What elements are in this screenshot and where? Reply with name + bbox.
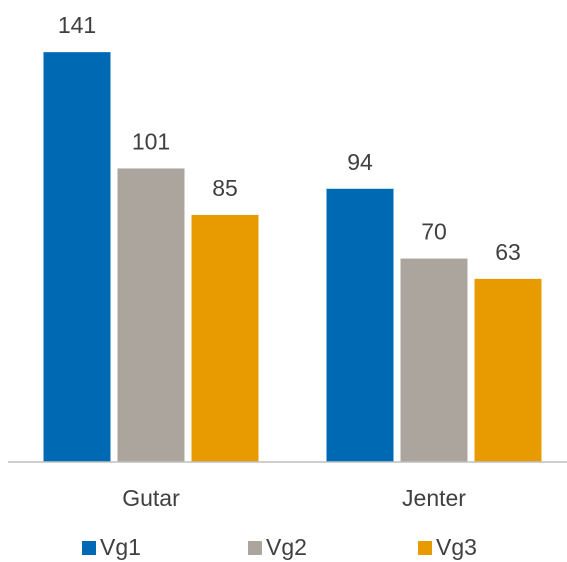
bar [326, 188, 394, 463]
value-label: 141 [58, 12, 96, 38]
bar [117, 168, 185, 462]
x-tick-label: Gutar [122, 485, 180, 511]
value-label: 101 [132, 129, 170, 155]
legend-swatch [82, 541, 96, 555]
bar [43, 52, 111, 462]
legend-swatch [248, 541, 262, 555]
legend-label: Vg1 [100, 534, 141, 560]
value-label: 94 [347, 149, 373, 175]
legend-label: Vg3 [436, 534, 477, 560]
value-label: 85 [212, 175, 238, 201]
bar [400, 258, 468, 462]
x-tick-label: Jenter [402, 485, 466, 511]
value-label: 70 [421, 219, 447, 245]
legend-label: Vg2 [266, 534, 307, 560]
value-label: 63 [495, 239, 521, 265]
legend-swatch [418, 541, 432, 555]
bar [474, 278, 542, 462]
bar [191, 214, 259, 462]
